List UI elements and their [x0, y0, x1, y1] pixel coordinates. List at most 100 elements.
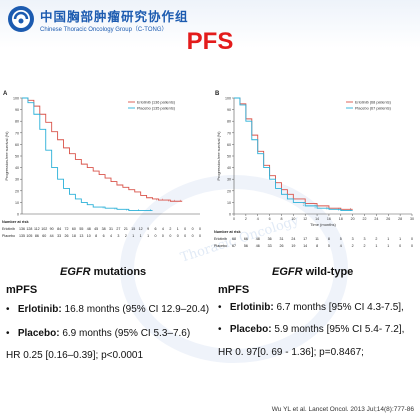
left-mpfs-label: mPFS — [6, 284, 38, 296]
x-tick-label: 26 — [386, 217, 390, 221]
risk-value: 1 — [387, 244, 389, 248]
risk-value: 19 — [291, 244, 295, 248]
org-name-en: Chinese Thoracic Oncology Group（C-TONG） — [40, 27, 168, 33]
risk-value: 6 — [155, 227, 157, 231]
x-tick-label: 2 — [245, 217, 247, 221]
risk-value: 0 — [399, 244, 401, 248]
km-plot-egfr-mutation: A0102030405060708090100Progression-free … — [2, 91, 201, 238]
km-curve-erlotinib — [234, 97, 353, 210]
risk-table-label: Number at risk — [214, 230, 241, 234]
risk-value: 60 — [42, 234, 46, 238]
left-placebo-label: Placebo: — [17, 328, 60, 339]
risk-value: 21 — [124, 227, 128, 231]
risk-value: 0 — [411, 244, 413, 248]
risk-row-name: Placebo — [214, 244, 227, 248]
x-tick-label: 0 — [233, 217, 235, 221]
risk-value: 3 — [364, 237, 366, 241]
x-tick-label: 18 — [339, 217, 343, 221]
risk-value: 26 — [279, 244, 283, 248]
risk-value: 0 — [199, 234, 201, 238]
left-erlotinib-label: Erlotinib: — [17, 304, 62, 315]
y-axis-label: Progression-free survival (%) — [5, 131, 9, 181]
risk-value: 45 — [94, 227, 98, 231]
risk-value: 55 — [79, 227, 83, 231]
header-band — [0, 0, 420, 48]
risk-value: 48 — [256, 237, 260, 241]
risk-value: 105 — [26, 234, 32, 238]
risk-value: 2 — [375, 237, 377, 241]
risk-value: 1 — [140, 234, 142, 238]
right-placebo-label: Placebo: — [229, 324, 272, 335]
citation: Wu YL et al. Lancet Oncol. 2013 Jul;14(8… — [271, 406, 414, 413]
risk-value: 1 — [399, 237, 401, 241]
risk-value: 5 — [328, 244, 330, 248]
risk-value: 0 — [192, 234, 194, 238]
legend-label: Placebo (135 patients) — [137, 106, 176, 110]
right-erlotinib-line: • Erlotinib: 6.7 months [95% CI 4.3-7.5]… — [218, 302, 404, 313]
y-tick-label: 80 — [227, 120, 231, 124]
risk-value: 4 — [340, 244, 342, 248]
risk-value: 56 — [244, 244, 248, 248]
risk-value: 0 — [155, 234, 157, 238]
y-tick-label: 70 — [15, 131, 19, 135]
risk-value: 46 — [256, 244, 260, 248]
km-plot-egfr-wildtype: B0102030405060708090100Progression-free … — [214, 91, 414, 248]
risk-value: 15 — [131, 227, 135, 231]
risk-value: 2 — [125, 234, 127, 238]
left-heading-gene: EGFR — [60, 266, 91, 278]
y-tick-label: 60 — [15, 143, 19, 147]
x-tick-label: 8 — [280, 217, 282, 221]
risk-value: 6 — [103, 234, 105, 238]
risk-value: 0 — [177, 234, 179, 238]
ctong-logo-icon — [8, 6, 34, 32]
org-name-cn: 中国胸部肿瘤研究协作组 — [40, 9, 189, 24]
y-tick-label: 90 — [15, 108, 19, 112]
risk-value: 11 — [315, 237, 319, 241]
risk-value: 13 — [79, 234, 83, 238]
right-placebo-line: • Placebo: 5.9 months [95% CI 5.4- 7.2], — [218, 324, 404, 335]
x-axis-label: Time (months) — [310, 222, 336, 227]
risk-row-name: Placebo — [2, 234, 15, 238]
y-tick-label: 10 — [227, 201, 231, 205]
right-hazard-ratio: HR 0. 97[0. 69 - 1.36]; p=0.8467; — [218, 347, 364, 358]
risk-value: 9 — [147, 227, 149, 231]
y-tick-label: 10 — [15, 201, 19, 205]
risk-value: 4 — [162, 227, 164, 231]
risk-value: 8 — [95, 234, 97, 238]
y-tick-label: 50 — [15, 155, 19, 159]
risk-value: 10 — [87, 234, 91, 238]
x-tick-label: 20 — [351, 217, 355, 221]
risk-value: 3 — [352, 237, 354, 241]
risk-value: 0 — [184, 234, 186, 238]
y-tick-label: 90 — [227, 108, 231, 112]
risk-value: 27 — [116, 227, 120, 231]
risk-value: 2 — [364, 244, 366, 248]
risk-value: 5 — [340, 237, 342, 241]
risk-value: 67 — [232, 244, 236, 248]
left-placebo-line: • Placebo: 6.9 months (95% CI 5.3–7.6) — [6, 328, 190, 339]
risk-value: 84 — [57, 227, 61, 231]
risk-value: 0 — [162, 234, 164, 238]
risk-value: 136 — [19, 227, 25, 231]
risk-value: 26 — [65, 234, 69, 238]
x-tick-label: 6 — [269, 217, 271, 221]
risk-value: 31 — [279, 237, 283, 241]
risk-value: 1 — [387, 237, 389, 241]
risk-value: 38 — [102, 227, 106, 231]
risk-value: 112 — [34, 227, 40, 231]
right-placebo-text: 5.9 months [95% CI 5.4- 7.2], — [271, 324, 405, 335]
y-tick-label: 70 — [227, 131, 231, 135]
risk-value: 24 — [291, 237, 295, 241]
legend-label: Erlotinib (68 patients) — [355, 100, 392, 104]
risk-value: 33 — [57, 234, 61, 238]
bullet: • — [6, 304, 10, 315]
right-heading-rest: wild-type — [302, 266, 354, 278]
bullet: • — [6, 328, 10, 339]
risk-value: 90 — [50, 227, 54, 231]
risk-value: 31 — [109, 227, 113, 231]
left-placebo-text: 6.9 months (95% CI 5.3–7.6) — [59, 328, 191, 339]
y-axis-label: Progression-free survival (%) — [217, 131, 221, 181]
risk-row-name: Erlotinib — [2, 227, 15, 231]
y-tick-label: 0 — [229, 213, 231, 217]
